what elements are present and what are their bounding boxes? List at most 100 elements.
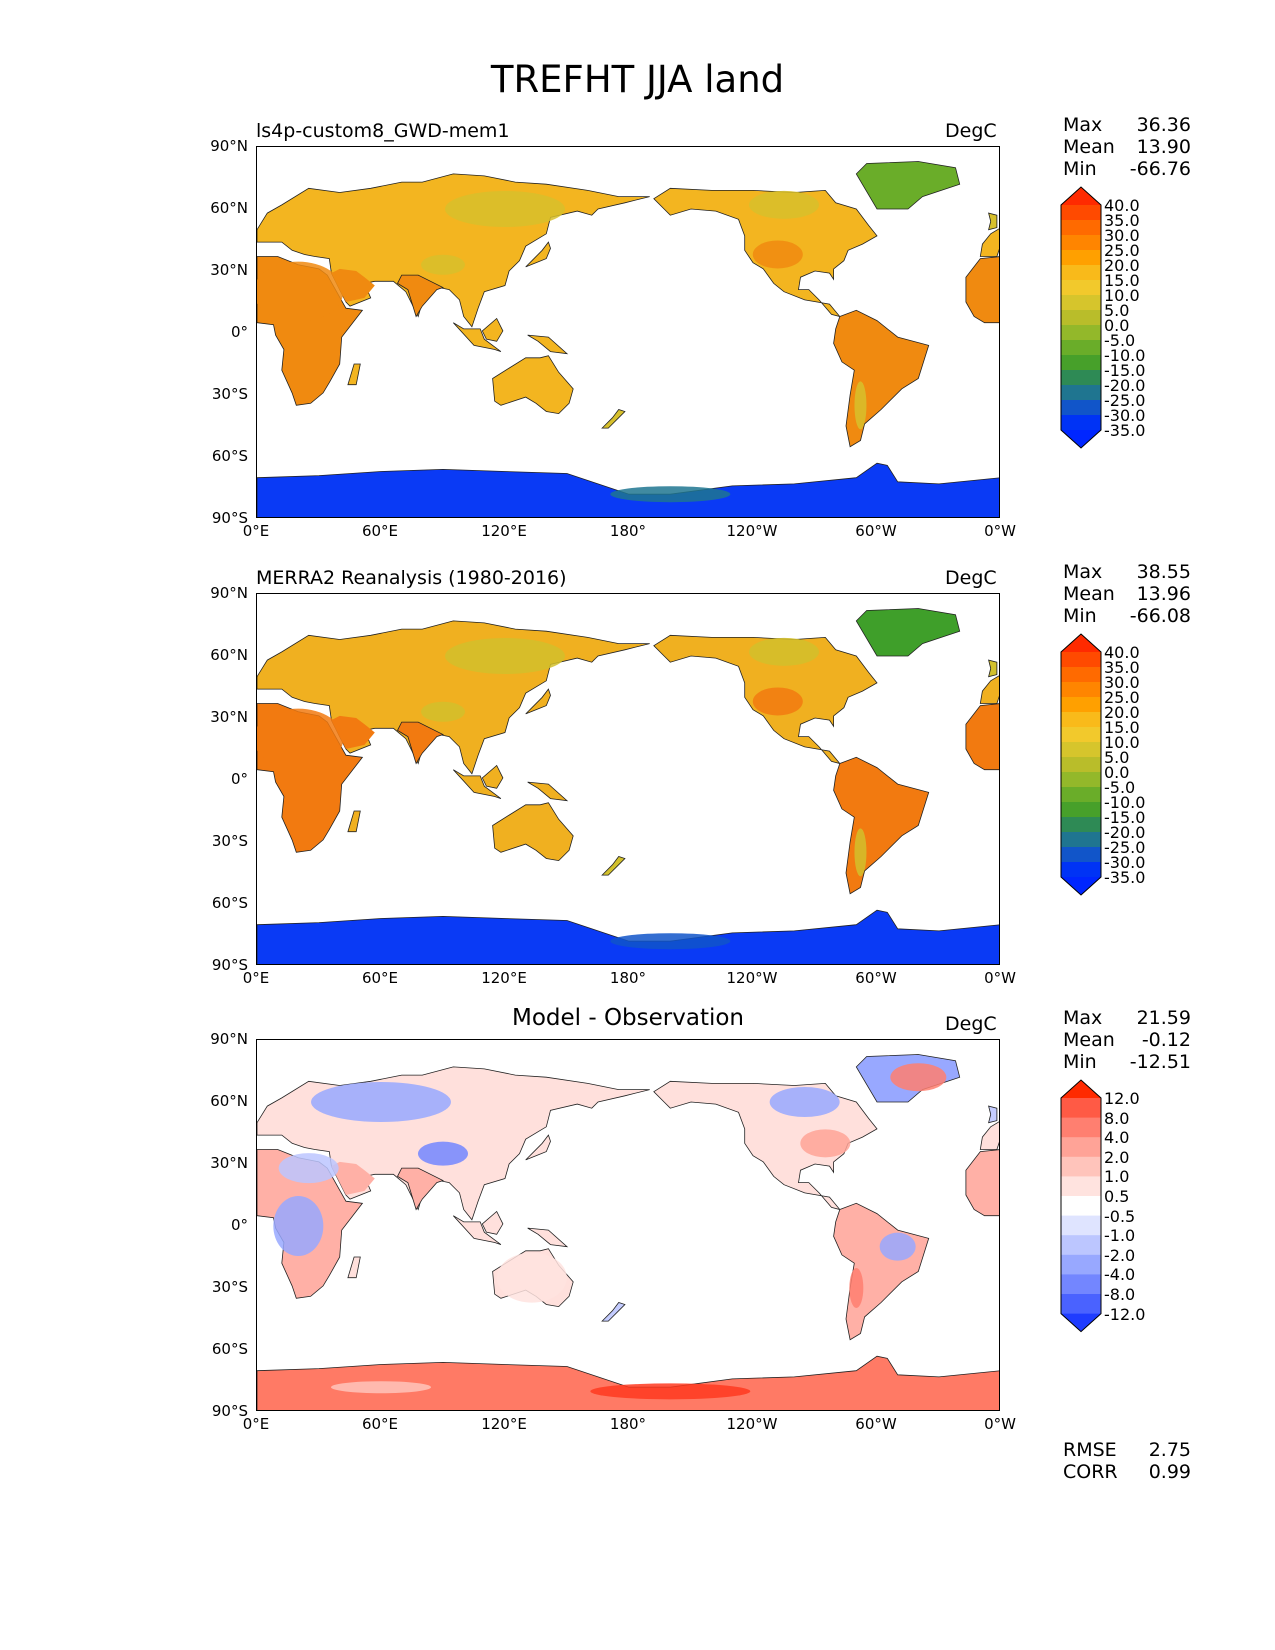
land-se-asia-islands [453, 769, 502, 799]
panel-model: ls4p-custom8_GWD-mem1 DegC 90°N 60°N 30°N 0° 3… [0, 114, 1275, 596]
map-area [256, 146, 1000, 518]
colorbar-tick-label: 20.0 [1104, 256, 1140, 275]
metrics-block: RMSE 2.75 CORR 0.99 [1063, 1439, 1191, 1483]
sahara-diff-region [278, 1153, 339, 1184]
lat-tick-label: 60°S [211, 1340, 248, 1358]
panel-title: Model - Observation [511, 1005, 745, 1031]
colorbar-tick-label: 12.0 [1104, 1089, 1140, 1108]
colorbar-tick-label: -30.0 [1104, 406, 1146, 425]
lon-tick-label: 120°W [726, 969, 778, 987]
colorbar-tick-label: 15.0 [1104, 271, 1140, 290]
colorbar-tick-label: 25.0 [1104, 688, 1140, 707]
lat-tick-label: 30°N [210, 708, 248, 726]
colorbar-segment [1061, 817, 1101, 833]
lon-tick-label: 180° [609, 969, 647, 987]
land-japan [525, 688, 551, 715]
colorbar-segment [1061, 205, 1101, 221]
siberia-region [445, 638, 565, 674]
canada-region [749, 190, 819, 219]
metric-corr: CORR 0.99 [1063, 1461, 1191, 1483]
stat-max: Max 21.59 [1063, 1007, 1191, 1029]
colorbar-tick-label: 0.0 [1104, 763, 1130, 782]
colorbar-tick-label: 35.0 [1104, 658, 1140, 677]
stat-max: Max 36.36 [1063, 114, 1191, 136]
colorbar-tick-label: -20.0 [1104, 376, 1146, 395]
colorbar-tick-label: -10.0 [1104, 346, 1146, 365]
lat-tick-label: 90°N [210, 584, 248, 602]
colorbar [1060, 1079, 1102, 1333]
colorbar [1060, 633, 1102, 896]
tibet-diff-region [418, 1141, 468, 1166]
colorbar-tick-label: 10.0 [1104, 733, 1140, 752]
colorbar-segment [1061, 385, 1101, 401]
figure-title: TREFHT JJA land [490, 58, 785, 101]
andes-warm-region [849, 1268, 864, 1308]
colorbar-segment [1061, 295, 1101, 311]
land-antarctica [257, 462, 999, 517]
lat-tick-label: 60°S [211, 447, 248, 465]
tibet-region [421, 254, 465, 275]
colorbar-segment [1061, 1235, 1101, 1256]
colorbar-top-extend [1061, 1080, 1101, 1098]
colorbar-segment [1061, 1215, 1101, 1236]
land-uk [988, 212, 998, 231]
lat-tick-label: 90°S [211, 956, 248, 974]
colorbar-segment [1061, 742, 1101, 758]
panel-title: MERRA2 Reanalysis (1980-2016) [256, 567, 567, 589]
andes-region [854, 381, 867, 430]
lat-tick-label: 30°N [210, 1154, 248, 1172]
colorbar-segment [1061, 802, 1101, 818]
lat-tick-label: 60°N [210, 1092, 248, 1110]
land-madagascar [347, 810, 361, 833]
colorbar-outline [1060, 186, 1102, 449]
colorbar-tick-label: -10.0 [1104, 793, 1146, 812]
colorbar-tick-label: 40.0 [1104, 196, 1140, 215]
stats-block: Max 36.36 Mean 13.90 Min -66.76 [1063, 114, 1191, 180]
colorbar-segment [1061, 220, 1101, 236]
colorbar-tick-label: -4.0 [1104, 1265, 1136, 1285]
land-uk [988, 1105, 998, 1124]
colorbar [1060, 186, 1102, 449]
lon-tick-label: 60°W [855, 969, 897, 987]
sahara-region [257, 261, 344, 322]
lon-tick-label: 0°W [984, 522, 1016, 540]
colorbar-segment [1061, 712, 1101, 728]
land-newguinea [527, 334, 569, 355]
map-svg [257, 161, 999, 517]
colorbar-tick-label: 40.0 [1104, 643, 1140, 662]
usa-region [752, 240, 803, 269]
colorbar-segment [1061, 757, 1101, 773]
lon-tick-label: 0°W [984, 1415, 1016, 1433]
lat-tick-label: 30°S [211, 1278, 248, 1296]
units-label: DegC [945, 1013, 997, 1035]
lon-tick-label: 60°W [855, 1415, 897, 1433]
stat-min: Min -66.76 [1063, 158, 1191, 180]
colorbar-bottom-extend [1061, 1313, 1101, 1332]
colorbar-tick-label: -25.0 [1104, 391, 1146, 410]
land-antarctica [257, 1355, 999, 1410]
land-south-america [833, 1202, 930, 1341]
colorbar-segment [1061, 682, 1101, 698]
east-antarctica-region [331, 1381, 431, 1394]
colorbar-segment [1061, 667, 1101, 683]
units-label: DegC [945, 120, 997, 142]
land-nz [601, 409, 626, 429]
colorbar-tick-label: -20.0 [1104, 823, 1146, 842]
colorbar-segment [1061, 1254, 1101, 1275]
colorbar-tick-label: 15.0 [1104, 718, 1140, 737]
stat-mean: Mean 13.90 [1063, 136, 1191, 158]
lat-tick-label: 90°N [210, 137, 248, 155]
west-antarctica-region [610, 486, 731, 503]
sahara-region [257, 708, 344, 769]
land-india [396, 274, 445, 318]
colorbar-bottom-extend [1061, 430, 1101, 448]
land-europe-west [979, 675, 999, 704]
colorbar-top-extend [1061, 634, 1101, 652]
lat-tick-label: 60°N [210, 646, 248, 664]
lat-tick-label: 60°S [211, 894, 248, 912]
colorbar-tick-label: 25.0 [1104, 241, 1140, 260]
colorbar-segment [1061, 727, 1101, 743]
colorbar-outline [1060, 1079, 1102, 1333]
colorbar-segment [1061, 1117, 1101, 1138]
lon-tick-label: 120°W [726, 1415, 778, 1433]
